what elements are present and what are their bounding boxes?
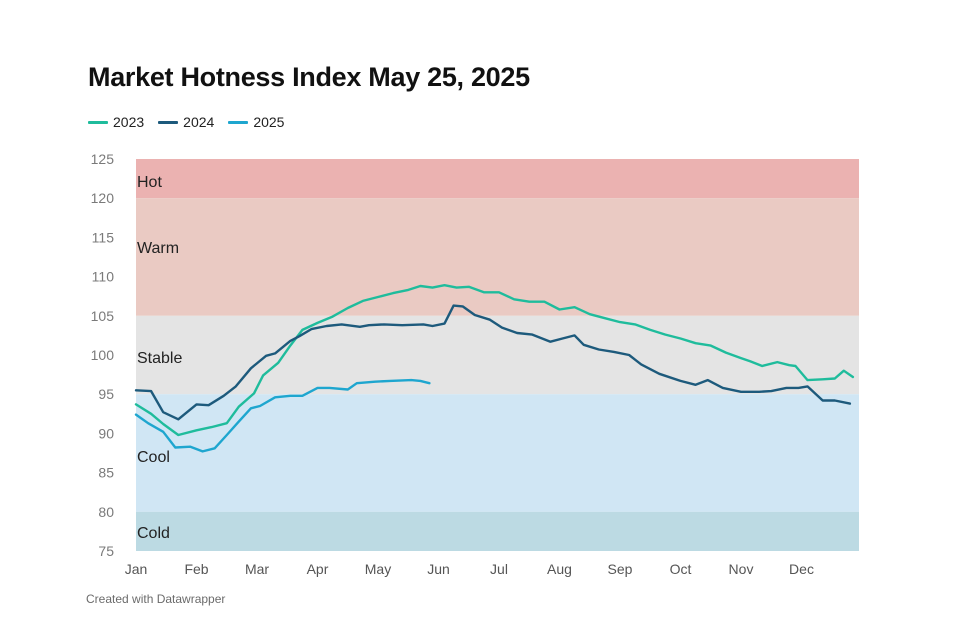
band-label-stable: Stable bbox=[137, 350, 182, 367]
series-line-2025 bbox=[134, 378, 431, 453]
y-tick-label: 120 bbox=[91, 190, 115, 206]
x-tick-label-aug: Aug bbox=[547, 561, 572, 577]
y-tick-label: 125 bbox=[91, 151, 115, 167]
y-tick-label: 110 bbox=[92, 269, 115, 285]
legend-item-2023: 2023 bbox=[88, 114, 144, 130]
x-tick-label-dec: Dec bbox=[789, 561, 814, 577]
legend-label-2024: 2024 bbox=[183, 114, 215, 130]
x-tick-label-sep: Sep bbox=[608, 561, 633, 577]
x-tick-label-feb: Feb bbox=[184, 561, 208, 577]
y-tick-label: 115 bbox=[92, 229, 115, 245]
series-line-2023 bbox=[134, 284, 855, 437]
series-line-2024 bbox=[134, 304, 852, 421]
y-tick-label: 85 bbox=[98, 465, 114, 481]
band-label-cool: Cool bbox=[137, 449, 170, 466]
legend-item-2025: 2025 bbox=[228, 114, 284, 130]
x-tick-label-jul: Jul bbox=[490, 561, 508, 577]
legend-label-2025: 2025 bbox=[253, 114, 285, 130]
footer-credit: Created with Datawrapper bbox=[86, 592, 226, 606]
band-label-warm: Warm bbox=[137, 240, 179, 257]
x-tick-label-jan: Jan bbox=[125, 561, 148, 577]
legend-swatch-2025 bbox=[228, 120, 249, 124]
x-tick-label-nov: Nov bbox=[729, 561, 754, 577]
x-tick-label-jun: Jun bbox=[427, 561, 450, 577]
x-tick-label-mar: Mar bbox=[245, 561, 269, 577]
band-hot bbox=[136, 159, 859, 199]
band-label-layer: Hot Warm Stable Cool Cold bbox=[137, 174, 182, 542]
band-label-cold: Cold bbox=[137, 525, 170, 542]
y-tick-label: 90 bbox=[98, 425, 114, 441]
band-cold bbox=[136, 511, 859, 551]
x-tick-label-may: May bbox=[365, 561, 391, 577]
band-layer bbox=[136, 159, 859, 551]
band-label-hot: Hot bbox=[137, 174, 162, 191]
y-tick-label: 105 bbox=[91, 308, 115, 324]
y-tick-label: 80 bbox=[98, 504, 114, 520]
band-stable bbox=[136, 315, 859, 395]
series-layer bbox=[134, 284, 855, 453]
y-tick-label: 95 bbox=[98, 386, 114, 402]
legend-swatch-2024 bbox=[158, 120, 179, 124]
x-axis: Jan Feb Mar Apr May Jun Jul Aug Sep Oct Nov Dec bbox=[125, 561, 814, 577]
legend-swatch-2023 bbox=[88, 120, 108, 124]
legend-item-2024: 2024 bbox=[158, 114, 214, 130]
y-tick-label: 100 bbox=[91, 347, 115, 363]
y-tick-label: 75 bbox=[98, 543, 114, 559]
x-tick-label-oct: Oct bbox=[670, 561, 692, 577]
chart-title: Market Hotness Index May 25, 2025 bbox=[88, 62, 530, 92]
legend: 2023 2024 2025 bbox=[88, 114, 284, 130]
band-cool bbox=[136, 394, 859, 512]
band-warm bbox=[136, 198, 859, 316]
x-tick-label-apr: Apr bbox=[307, 561, 329, 577]
y-axis: 75 80 85 90 95 100 105 110 115 120 125 bbox=[91, 151, 115, 559]
legend-label-2023: 2023 bbox=[113, 114, 145, 130]
